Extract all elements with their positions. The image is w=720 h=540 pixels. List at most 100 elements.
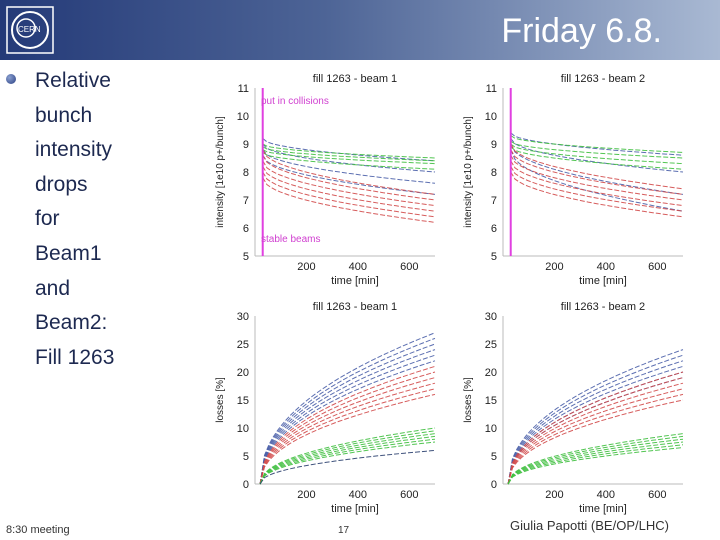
series-line-red-group (507, 382, 684, 485)
bullet-line: intensity (35, 138, 113, 162)
series-line-green-group (507, 444, 684, 485)
series-line-blue-group (262, 138, 436, 162)
series-line-green-group (259, 438, 436, 485)
series-line-green-group (507, 441, 684, 485)
bullet-line: and (35, 276, 71, 300)
y-tick-label: 10 (237, 111, 249, 123)
y-tick-label: 25 (237, 339, 249, 351)
bullet-line: Relative (35, 69, 111, 92)
series-line-red-group (507, 377, 684, 485)
series-line-red-group (262, 154, 436, 201)
y-tick-label: 8 (243, 167, 249, 179)
slide-title: Friday 6.8. (501, 12, 662, 50)
bullet-line: Fill 1263 (35, 345, 115, 369)
x-tick-label: 600 (648, 489, 666, 501)
y-tick-label: 15 (485, 395, 497, 407)
y-tick-label: 9 (491, 139, 497, 151)
series-line-blue-group (262, 154, 436, 195)
y-tick-label: 5 (491, 451, 497, 463)
series-line-red-group (259, 365, 436, 485)
series-line-blue-group (259, 337, 436, 485)
y-tick-label: 8 (491, 167, 497, 179)
svg-text:CERN: CERN (18, 25, 41, 34)
annotation-collisions: put in collisions (261, 96, 329, 107)
y-tick-label: 11 (486, 83, 497, 95)
series-line-red-group (259, 388, 436, 485)
y-axis-label: intensity [1e10 p+/bunch] (215, 116, 226, 228)
y-tick-label: 0 (491, 479, 497, 491)
losses-chart-beam2: fill 1263 - beam 2 0 5 10 15 20 25 30 200 400 600 t… (453, 294, 693, 516)
y-tick-label: 30 (485, 311, 497, 323)
series-line-blue-group (259, 354, 436, 485)
y-tick-label: 20 (237, 367, 249, 379)
bullet-text: Relative bunch intensity drops for Beam1… (35, 64, 195, 375)
series-line-green-group (262, 149, 436, 165)
series-line-red-group (510, 171, 684, 218)
series-line-dark-group (259, 449, 436, 485)
x-tick-label: 400 (597, 261, 615, 273)
series-line-red-group (259, 377, 436, 485)
series-line-red-group (507, 371, 684, 485)
chart-title: fill 1263 - beam 1 (313, 73, 397, 85)
y-tick-label: 6 (491, 223, 497, 235)
x-axis-label: time [min] (579, 503, 627, 515)
slide-header: CERN Friday 6.8. (0, 0, 720, 60)
cern-logo-icon: CERN (6, 6, 54, 54)
series-line-blue-group (507, 354, 684, 485)
series-line-green-group (507, 438, 684, 485)
x-tick-label: 200 (545, 489, 563, 501)
y-tick-label: 7 (491, 195, 497, 207)
y-tick-label: 0 (243, 479, 249, 491)
y-tick-label: 5 (243, 451, 249, 463)
y-tick-label: 5 (491, 251, 497, 263)
series-line-green-group (259, 433, 436, 485)
bullet-icon (6, 74, 16, 84)
series-line-green-group (259, 441, 436, 485)
series-line-red-group (262, 177, 436, 223)
series-line-green-group (507, 435, 684, 485)
series-line-green-group (507, 447, 684, 485)
series-line-blue-group (259, 332, 436, 485)
series-line-blue-group (507, 360, 684, 485)
series-line-blue-group (510, 149, 684, 212)
y-axis-label: losses [%] (463, 377, 474, 423)
x-axis-label: time [min] (331, 503, 379, 515)
x-axis-label: time [min] (331, 275, 379, 287)
series-line-red-group (262, 160, 436, 207)
x-axis-label: time [min] (579, 275, 627, 287)
y-axis-label: losses [%] (215, 377, 226, 423)
series-line-red-group (510, 166, 684, 212)
series-line-blue-group (259, 343, 436, 485)
series-line-green-group (262, 143, 436, 159)
bullet-line: drops (35, 172, 88, 196)
series-line-green-group (262, 146, 436, 162)
x-tick-label: 200 (545, 261, 563, 273)
y-tick-label: 6 (243, 223, 249, 235)
x-tick-label: 400 (597, 489, 615, 501)
y-tick-label: 30 (237, 311, 249, 323)
y-tick-label: 25 (485, 339, 497, 351)
chart-svg: fill 1263 - beam 1 0 5 10 15 20 25 30 200 400 600 t… (215, 301, 436, 515)
series-line-green-group (259, 430, 436, 485)
y-tick-label: 10 (485, 423, 497, 435)
y-tick-label: 10 (237, 423, 249, 435)
series-line-green-group (259, 435, 436, 485)
y-tick-label: 5 (243, 251, 249, 263)
series-line-green-group (259, 427, 436, 485)
y-tick-label: 7 (243, 195, 249, 207)
y-tick-label: 9 (243, 139, 249, 151)
bullet-line: Beam2: (35, 311, 108, 335)
losses-chart-beam1: fill 1263 - beam 1 0 5 10 15 20 25 30 200 400 600 t… (205, 294, 445, 516)
intensity-chart-beam2: fill 1263 - beam 2 5 6 7 8 9 10 11 200 400 600 time… (453, 66, 693, 288)
chart-svg: fill 1263 - beam 1 5 6 7 8 9 10 11 200 400 600 time… (215, 73, 436, 287)
x-tick-label: 600 (400, 261, 418, 273)
series-line-red-group (510, 154, 684, 201)
series-line-green-group (510, 143, 684, 165)
chart-svg: fill 1263 - beam 2 5 6 7 8 9 10 11 200 400 600 time… (463, 73, 684, 287)
y-axis-label: intensity [1e10 p+/bunch] (463, 116, 474, 228)
series-line-red-group (507, 393, 684, 485)
x-tick-label: 200 (297, 489, 315, 501)
x-tick-label: 600 (400, 489, 418, 501)
series-line-red-group (259, 393, 436, 485)
series-line-red-group (259, 382, 436, 485)
